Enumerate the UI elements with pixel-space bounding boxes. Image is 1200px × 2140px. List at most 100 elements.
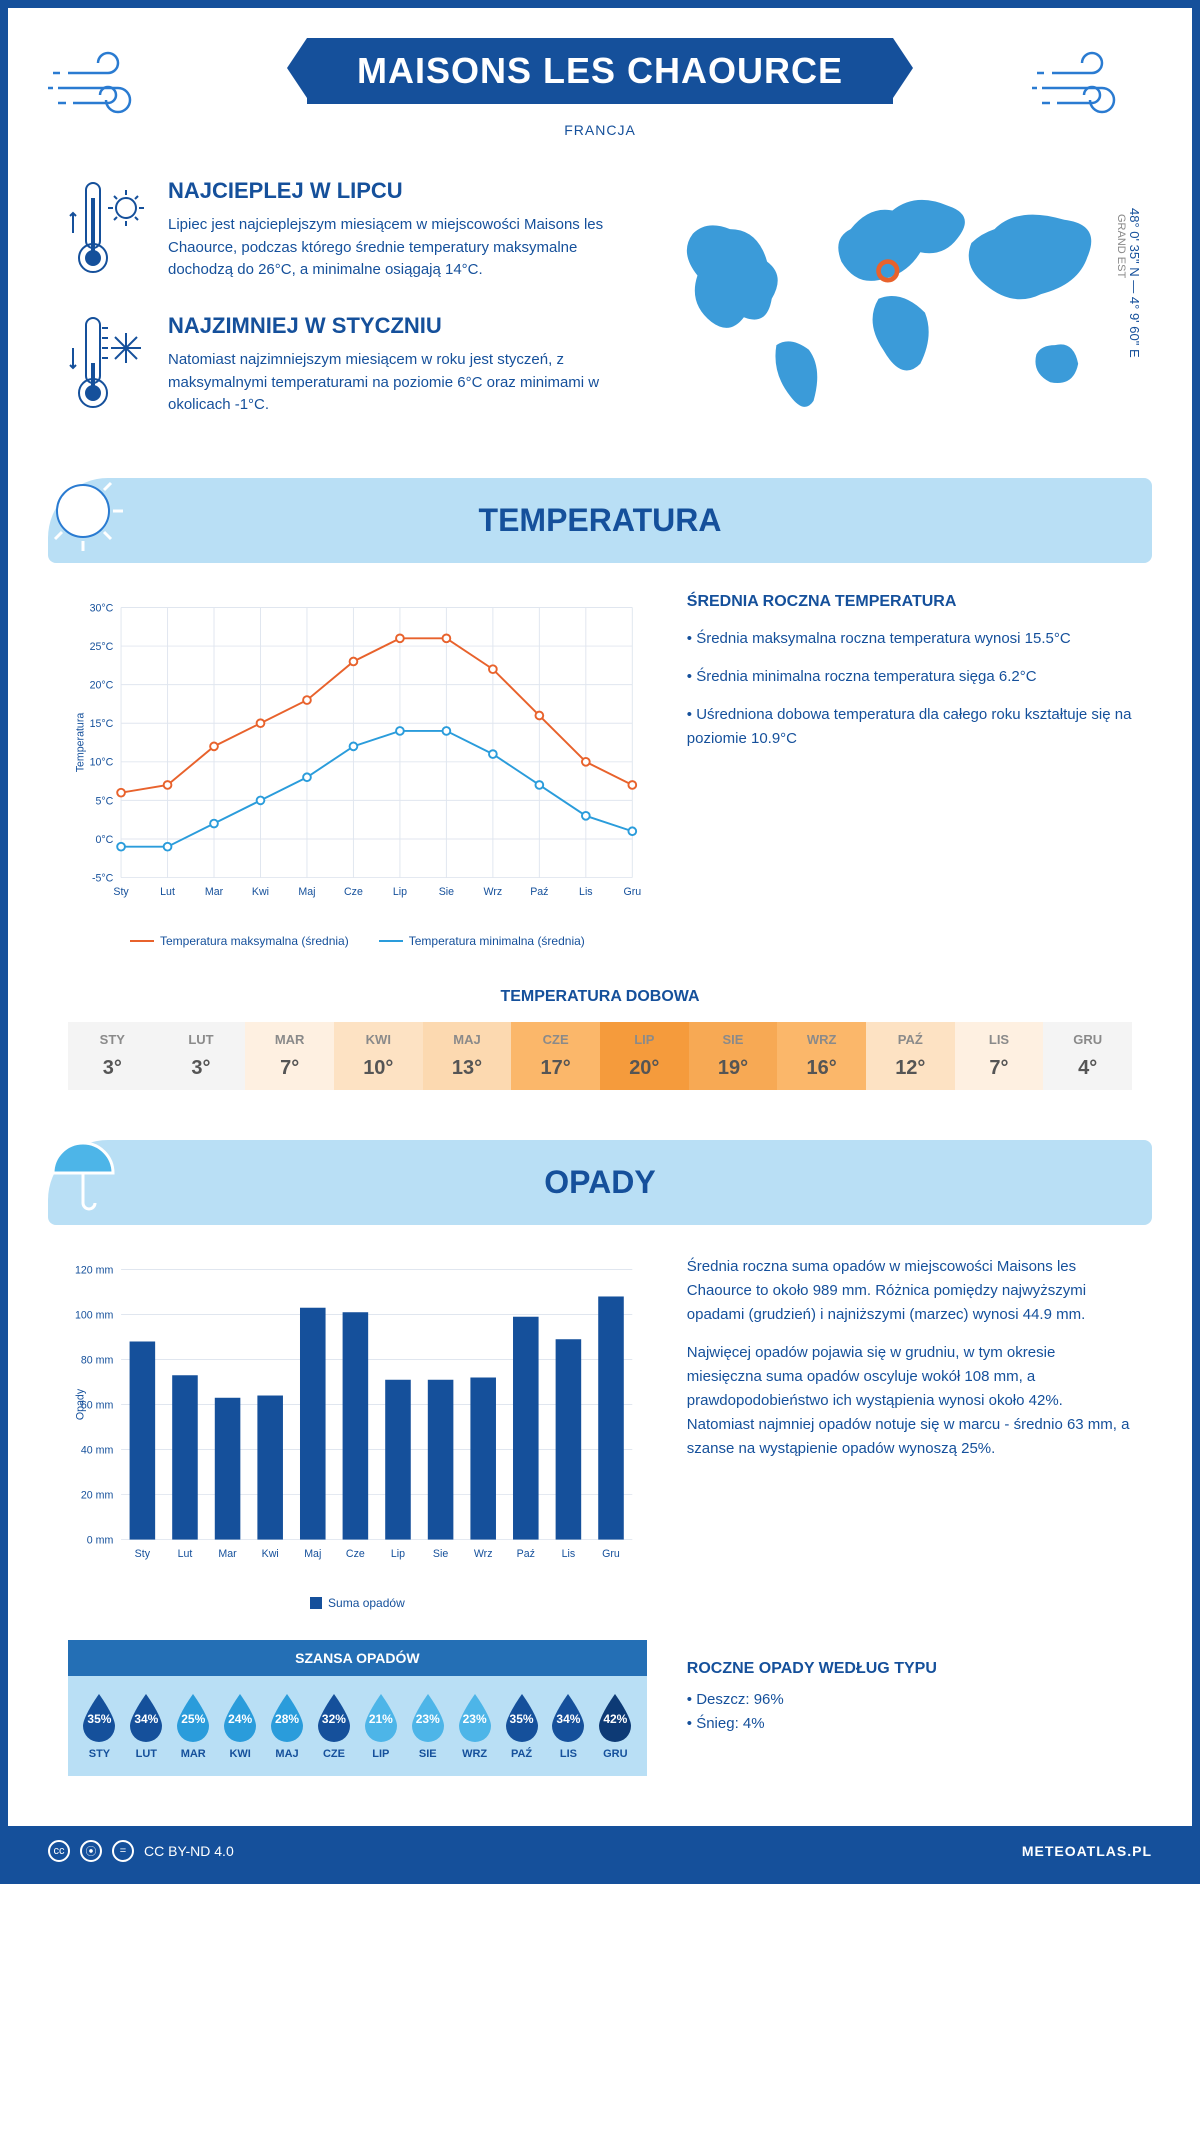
svg-text:40 mm: 40 mm — [81, 1444, 114, 1456]
rain-type-line: • Deszcz: 96% — [687, 1688, 1132, 1712]
daily-temp-table: STY3°LUT3°MAR7°KWI10°MAJ13°CZE17°LIP20°S… — [68, 1022, 1132, 1090]
fact-cold-text: Natomiast najzimniejszym miesiącem w rok… — [168, 349, 604, 417]
svg-text:-5°C: -5°C — [92, 872, 114, 884]
temp-cell: LIS7° — [955, 1022, 1044, 1090]
temperature-chart: -5°C 0°C 5°C 10°C 15°C 20°C 25°C 30°C Sty Lut Mar K… — [68, 593, 647, 921]
country-label: FRANCJA — [28, 122, 1172, 138]
svg-text:Lip: Lip — [391, 1548, 405, 1560]
svg-text:Mar: Mar — [205, 886, 224, 898]
svg-text:Kwi: Kwi — [252, 886, 269, 898]
coordinates: 48° 0' 35" N — 4° 9' 60" E GRAND EST — [1115, 208, 1142, 358]
license-label: CC BY-ND 4.0 — [144, 1843, 234, 1859]
wind-icon — [1032, 48, 1152, 128]
section-header-temperature: TEMPERATURA — [48, 478, 1152, 563]
fact-hottest: NAJCIEPLEJ W LIPCU Lipiec jest najcieple… — [68, 178, 604, 283]
svg-text:Sie: Sie — [433, 1548, 448, 1560]
svg-text:Sty: Sty — [135, 1548, 151, 1560]
rain-drop: 21%LIP — [359, 1692, 402, 1760]
svg-text:0 mm: 0 mm — [87, 1534, 114, 1546]
umbrella-icon — [38, 1128, 128, 1218]
temp-cell: SIE19° — [689, 1022, 778, 1090]
rain-drop: 25%MAR — [172, 1692, 215, 1760]
temp-side-heading: ŚREDNIA ROCZNA TEMPERATURA — [687, 593, 1132, 611]
svg-text:Gru: Gru — [602, 1548, 620, 1560]
precip-text-2: Najwięcej opadów pojawia się w grudniu, … — [687, 1341, 1132, 1461]
temp-cell: MAJ13° — [423, 1022, 512, 1090]
svg-text:Sie: Sie — [439, 886, 454, 898]
svg-text:20°C: 20°C — [90, 679, 114, 691]
svg-text:25°C: 25°C — [90, 641, 114, 653]
rain-drop: 34%LIS — [547, 1692, 590, 1760]
fact-coldest: NAJZIMNIEJ W STYCZNIU Natomiast najzimni… — [68, 313, 604, 418]
svg-text:30°C: 30°C — [90, 602, 114, 614]
daily-temp-heading: TEMPERATURA DOBOWA — [68, 988, 1132, 1006]
site-label: METEOATLAS.PL — [1022, 1843, 1152, 1859]
rain-type-heading: ROCZNE OPADY WEDŁUG TYPU — [687, 1660, 1132, 1678]
rain-drop: 35%PAŹ — [500, 1692, 543, 1760]
svg-text:Lut: Lut — [160, 886, 175, 898]
svg-text:Mar: Mar — [218, 1548, 237, 1560]
temp-cell: WRZ16° — [777, 1022, 866, 1090]
rain-chance-panel: SZANSA OPADÓW 35%STY34%LUT25%MAR24%KWI28… — [68, 1640, 647, 1776]
temp-bullet: • Uśredniona dobowa temperatura dla całe… — [687, 703, 1132, 751]
wind-icon — [48, 48, 168, 128]
svg-text:15°C: 15°C — [90, 718, 114, 730]
fact-cold-heading: NAJZIMNIEJ W STYCZNIU — [168, 313, 604, 339]
temp-cell: LUT3° — [157, 1022, 246, 1090]
rain-drop: 32%CZE — [312, 1692, 355, 1760]
temp-cell: LIP20° — [600, 1022, 689, 1090]
svg-text:Kwi: Kwi — [262, 1548, 279, 1560]
thermometer-hot-icon — [68, 178, 148, 278]
svg-text:Maj: Maj — [298, 886, 315, 898]
nd-icon: = — [112, 1840, 134, 1862]
svg-text:Temperatura: Temperatura — [74, 713, 86, 773]
svg-text:20 mm: 20 mm — [81, 1489, 114, 1501]
thermometer-cold-icon — [68, 313, 148, 413]
rain-drop: 24%KWI — [219, 1692, 262, 1760]
svg-text:Paź: Paź — [530, 886, 548, 898]
cc-icon: cc — [48, 1840, 70, 1862]
rain-type-line: • Śnieg: 4% — [687, 1712, 1132, 1736]
sun-icon — [38, 466, 128, 556]
rain-chance-heading: SZANSA OPADÓW — [68, 1640, 647, 1676]
svg-text:Lut: Lut — [178, 1548, 193, 1560]
rain-drop: 23%SIE — [406, 1692, 449, 1760]
svg-text:100 mm: 100 mm — [75, 1309, 113, 1321]
temp-cell: MAR7° — [245, 1022, 334, 1090]
by-icon: ⦿ — [80, 1840, 102, 1862]
temp-cell: STY3° — [68, 1022, 157, 1090]
rain-drop: 28%MAJ — [266, 1692, 309, 1760]
precipitation-legend: Suma opadów — [68, 1596, 647, 1610]
svg-text:Lip: Lip — [393, 886, 407, 898]
fact-hot-heading: NAJCIEPLEJ W LIPCU — [168, 178, 604, 204]
rain-drop: 35%STY — [78, 1692, 121, 1760]
precip-text-1: Średnia roczna suma opadów w miejscowośc… — [687, 1255, 1132, 1327]
svg-text:80 mm: 80 mm — [81, 1354, 114, 1366]
svg-text:10°C: 10°C — [90, 757, 114, 769]
svg-text:120 mm: 120 mm — [75, 1264, 113, 1276]
svg-text:Lis: Lis — [579, 886, 593, 898]
svg-text:Cze: Cze — [346, 1548, 365, 1560]
rain-drop: 42%GRU — [594, 1692, 637, 1760]
temp-cell: GRU4° — [1043, 1022, 1132, 1090]
fact-hot-text: Lipiec jest najcieplejszym miesiącem w m… — [168, 214, 604, 282]
rain-drop: 23%WRZ — [453, 1692, 496, 1760]
page-title: MAISONS LES CHAOURCE — [307, 38, 893, 104]
temp-bullet: • Średnia maksymalna roczna temperatura … — [687, 627, 1132, 651]
rain-drop: 34%LUT — [125, 1692, 168, 1760]
temp-cell: KWI10° — [334, 1022, 423, 1090]
svg-text:Sty: Sty — [113, 886, 129, 898]
svg-text:Lis: Lis — [562, 1548, 576, 1560]
svg-text:Maj: Maj — [304, 1548, 321, 1560]
section-header-precipitation: OPADY — [48, 1140, 1152, 1225]
svg-text:Wrz: Wrz — [474, 1548, 493, 1560]
svg-text:5°C: 5°C — [96, 795, 114, 807]
temperature-legend: Temperatura maksymalna (średnia) Tempera… — [68, 934, 647, 948]
footer: cc ⦿ = CC BY-ND 4.0 METEOATLAS.PL — [8, 1826, 1192, 1876]
world-map — [644, 178, 1132, 438]
temp-bullet: • Średnia minimalna roczna temperatura s… — [687, 665, 1132, 689]
precipitation-chart: 0 mm20 mm40 mm60 mm80 mm100 mm120 mmStyL… — [68, 1255, 647, 1583]
temp-cell: PAŹ12° — [866, 1022, 955, 1090]
svg-text:0°C: 0°C — [96, 834, 114, 846]
temp-cell: CZE17° — [511, 1022, 600, 1090]
